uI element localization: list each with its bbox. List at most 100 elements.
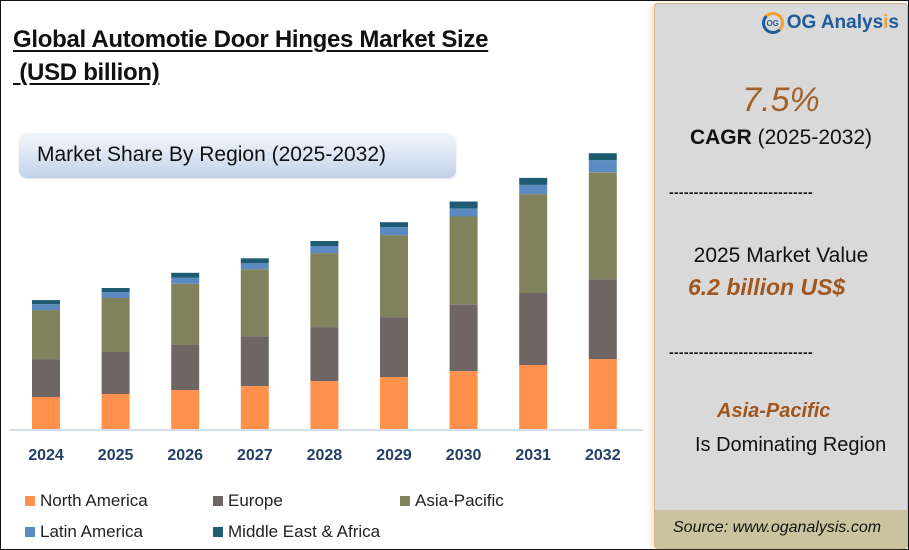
subtitle-banner: Market Share By Region (2025-2032)	[19, 133, 456, 178]
bar-segment-north-america-2032	[588, 359, 617, 429]
bar-segment-north-america-2026	[171, 390, 200, 429]
cagr-label-bold: CAGR	[689, 126, 752, 149]
bar-segment-europe-2032	[588, 279, 617, 360]
x-tick-label: 2030	[446, 447, 482, 464]
bar-segment-north-america-2030	[449, 371, 478, 429]
x-tick-label: 2032	[585, 447, 621, 464]
cagr-label: CAGR (2025-2032)	[655, 126, 907, 150]
bar-stack-2026	[171, 272, 200, 429]
market-value-label: 2025 Market Value	[693, 244, 869, 267]
legend-item-north-america: North America	[25, 491, 148, 511]
bar-segment-asia-pacific-2032	[588, 172, 617, 280]
source-footer: Source: www.oganalysis.com	[655, 510, 907, 548]
dominating-region-label: Is Dominating Region	[695, 434, 887, 456]
bar-segment-middle-east-africa-2025	[101, 288, 130, 293]
bar-segment-north-america-2029	[380, 377, 408, 429]
legend-swatch-north-america	[25, 496, 35, 506]
cagr-value: 7.5%	[742, 81, 820, 119]
bar-segment-middle-east-africa-2029	[380, 222, 408, 228]
bar-segment-north-america-2028	[310, 381, 339, 429]
bar-segment-latin-america-2028	[310, 246, 339, 253]
source-text: Source: www.oganalysis.com	[673, 519, 882, 536]
bar-stack-2027	[240, 258, 269, 429]
chart-legend: North America Europe Asia-Pacific Latin …	[25, 491, 625, 547]
bar-segment-north-america-2025	[101, 394, 130, 429]
bar-segment-middle-east-africa-2028	[310, 241, 339, 246]
divider-1: -----------------------------	[669, 184, 813, 200]
bar-stack-2030	[449, 201, 478, 429]
bar-segment-middle-east-africa-2027	[240, 258, 269, 264]
bar-segment-middle-east-africa-2032	[588, 153, 617, 161]
chart-title-line1: Global Automotie Door Hinges Market Size	[13, 26, 489, 53]
bar-segment-north-america-2024	[32, 397, 60, 429]
legend-label: Latin America	[40, 522, 143, 541]
bar-segment-latin-america-2025	[101, 292, 130, 298]
stacked-bar-chart: 2024 2025 2026 2027 2028 2029 2030 2031 2032	[9, 153, 643, 464]
bar-segment-europe-2026	[171, 344, 200, 390]
logo-text-main: OG Analy	[786, 12, 873, 33]
bar-segment-middle-east-africa-2031	[519, 177, 548, 185]
logo-text-s: s	[872, 12, 884, 33]
bar-stack-2028	[310, 241, 339, 429]
logo-text-i: i	[883, 12, 889, 33]
x-tick-label: 2028	[307, 447, 343, 464]
bar-stack-2031	[519, 177, 548, 429]
bar-segment-middle-east-africa-2026	[171, 272, 200, 278]
bar-segment-europe-2025	[101, 352, 130, 394]
legend-item-latin-america: Latin America	[25, 522, 143, 542]
legend-label: Europe	[228, 491, 283, 510]
bar-segment-europe-2031	[519, 293, 548, 365]
og-logo-icon: OG	[761, 12, 784, 34]
bar-segment-latin-america-2030	[449, 208, 478, 217]
bar-segment-north-america-2027	[240, 386, 269, 429]
bar-segment-north-america-2031	[519, 365, 548, 429]
legend-item-middle-east-africa: Middle East & Africa	[213, 522, 380, 542]
legend-label: North America	[40, 491, 148, 510]
cagr-label-period: (2025-2032)	[751, 126, 873, 149]
x-tick-label: 2031	[515, 447, 551, 464]
bar-segment-asia-pacific-2027	[240, 269, 269, 337]
bar-segment-europe-2027	[240, 336, 269, 387]
legend-swatch-europe	[213, 496, 223, 506]
legend-item-asia-pacific: Asia-Pacific	[400, 491, 504, 511]
logo-text: OG Analysis	[787, 12, 899, 34]
market-value: 6.2 billion US$	[688, 274, 846, 300]
x-tick-label: 2027	[237, 447, 273, 464]
bar-segment-latin-america-2029	[380, 227, 408, 236]
og-analysis-logo: OG OG Analysis	[761, 12, 899, 34]
bar-segment-latin-america-2032	[588, 160, 617, 173]
legend-label: Asia-Pacific	[415, 491, 504, 510]
legend-label: Middle East & Africa	[228, 522, 381, 541]
summary-panel: OG OG Analysis 7.5% CAGR (2025-2032) ---…	[655, 4, 907, 548]
bar-segment-asia-pacific-2031	[519, 194, 548, 294]
legend-swatch-latin-america	[25, 527, 35, 537]
bar-stack-2025	[101, 288, 130, 429]
bar-segment-asia-pacific-2029	[380, 235, 408, 317]
bar-segment-asia-pacific-2030	[449, 216, 478, 305]
dominating-region: Asia-Pacific	[717, 400, 831, 422]
bar-segment-asia-pacific-2028	[310, 253, 339, 328]
bar-stack-2029	[380, 222, 408, 429]
legend-swatch-asia-pacific	[400, 496, 410, 506]
bar-segment-latin-america-2026	[171, 277, 200, 284]
x-tick-label: 2029	[376, 447, 412, 464]
bar-stack-2024	[32, 300, 60, 429]
chart-subtitle: Market Share By Region (2025-2032)	[37, 143, 387, 166]
bar-segment-asia-pacific-2024	[32, 310, 60, 360]
bar-segment-europe-2024	[32, 359, 60, 397]
x-tick-label: 2026	[167, 447, 203, 464]
divider-2: -----------------------------	[669, 344, 813, 360]
chart-title-line2: (USD billion)	[13, 59, 160, 86]
bar-segment-latin-america-2031	[519, 185, 548, 195]
bar-stack-2032	[588, 153, 617, 429]
bar-segment-europe-2029	[380, 317, 408, 377]
bar-segment-asia-pacific-2025	[101, 298, 130, 352]
bar-segment-middle-east-africa-2030	[449, 201, 478, 209]
x-tick-label: 2025	[98, 447, 134, 464]
bar-segment-middle-east-africa-2024	[32, 300, 60, 305]
bar-segment-asia-pacific-2026	[171, 283, 200, 345]
legend-item-europe: Europe	[213, 491, 283, 511]
bar-segment-europe-2030	[449, 304, 478, 372]
bar-segment-latin-america-2027	[240, 263, 269, 270]
